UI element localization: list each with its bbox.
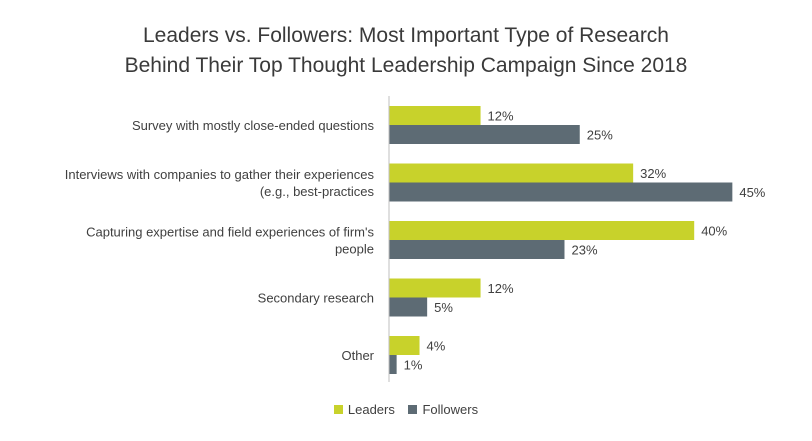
bar-leaders-survey [389, 106, 481, 125]
value-label-leaders-other: 4% [427, 339, 446, 354]
value-label-leaders-interviews: 32% [640, 166, 666, 181]
category-label-survey: Survey with mostly close-ended questions [132, 118, 375, 133]
legend-item-followers: Followers [408, 402, 478, 417]
category-label-interviews-line-2: (e.g., best-practices [260, 184, 375, 199]
bar-leaders-capturing-expertise [389, 221, 695, 240]
value-label-leaders-secondary-research: 12% [488, 281, 514, 296]
category-label-interviews-line-1: Interviews with companies to gather thei… [65, 167, 375, 182]
bar-leaders-interviews [389, 163, 634, 183]
bar-followers-survey [389, 125, 580, 144]
bar-leaders-secondary-research [389, 278, 481, 298]
value-label-followers-other: 1% [404, 358, 423, 373]
value-label-followers-secondary-research: 5% [434, 300, 453, 315]
value-label-followers-survey: 25% [587, 128, 613, 143]
chart-legend: Leaders Followers [0, 402, 812, 417]
category-label-capturing-expertise-line-2: people [335, 242, 374, 257]
bar-followers-secondary-research [389, 297, 428, 317]
legend-swatch-followers [408, 405, 418, 414]
bar-leaders-other [389, 336, 420, 355]
value-label-followers-interviews: 45% [739, 185, 765, 200]
category-label-capturing-expertise-line-1: Capturing expertise and field experience… [86, 225, 374, 240]
bar-followers-interviews [389, 182, 733, 202]
legend-label-leaders: Leaders [347, 402, 395, 417]
value-label-followers-capturing-expertise: 23% [571, 243, 597, 258]
category-label-other: Other [341, 348, 374, 363]
legend-swatch-leaders [333, 405, 343, 414]
chart-title-line-1: Leaders vs. Followers: Most Important Ty… [142, 24, 669, 47]
chart-title-line-2: Behind Their Top Thought Leadership Camp… [124, 54, 688, 77]
legend-label-followers: Followers [422, 402, 479, 417]
value-label-leaders-survey: 12% [488, 109, 514, 124]
category-label-secondary-research: Secondary research [258, 291, 374, 306]
bar-followers-other [389, 355, 397, 374]
value-label-leaders-capturing-expertise: 40% [701, 224, 727, 239]
bar-followers-capturing-expertise [389, 240, 565, 259]
legend-item-leaders: Leaders [333, 402, 395, 417]
